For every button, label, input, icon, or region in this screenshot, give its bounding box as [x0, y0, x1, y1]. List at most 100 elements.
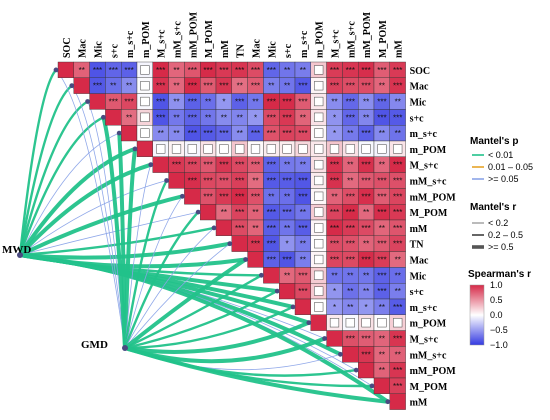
significance-mark: ***	[251, 82, 260, 91]
significance-mark: ***	[203, 129, 212, 138]
significance-mark: ***	[346, 82, 355, 91]
significance-mark: ***	[251, 66, 260, 75]
heatmap-cell	[73, 77, 90, 94]
non-significant-mark	[219, 144, 229, 154]
column-label: mM_POM	[362, 11, 373, 58]
significance-mark: ***	[393, 208, 402, 217]
significance-mark: ***	[203, 82, 212, 91]
mantel-link	[124, 243, 231, 349]
significance-mark: **	[379, 129, 385, 138]
significance-mark: **	[347, 303, 353, 312]
variable-node	[274, 288, 280, 294]
heatmap-cell	[199, 203, 217, 221]
significance-mark: **	[395, 350, 401, 359]
non-significant-mark	[377, 318, 387, 328]
mantel-link	[123, 289, 279, 350]
significance-mark: ***	[361, 177, 370, 186]
significance-mark: ***	[377, 192, 386, 201]
non-significant-mark	[298, 144, 308, 154]
non-significant-mark	[140, 96, 150, 107]
non-significant-mark	[314, 270, 324, 280]
significance-mark: ***	[393, 303, 402, 312]
significance-mark: ***	[377, 287, 386, 296]
column-label: M_s+c	[157, 29, 168, 58]
variable-node	[148, 162, 154, 168]
significance-mark: ***	[361, 335, 370, 344]
variable-node	[338, 351, 343, 357]
column-label: mM_s+c	[173, 21, 184, 58]
significance-mark: ***	[361, 129, 370, 138]
variable-node	[69, 83, 75, 89]
significance-mark: **	[205, 113, 211, 122]
non-significant-mark	[314, 207, 324, 217]
significance-mark: **	[284, 224, 290, 233]
variable-node	[290, 304, 296, 310]
significance-mark: ***	[267, 113, 276, 122]
significance-mark: ***	[124, 66, 133, 75]
column-label: mM_s+c	[346, 21, 357, 58]
column-label: m_s+c	[299, 30, 310, 58]
mantel-link	[18, 100, 89, 257]
variable-node	[322, 336, 327, 341]
significance-mark: **	[300, 161, 306, 170]
significance-mark: ***	[346, 208, 355, 217]
significance-mark: ***	[203, 192, 212, 201]
non-significant-mark	[314, 254, 324, 265]
significance-mark: **	[395, 256, 401, 265]
mantel-link	[123, 346, 390, 404]
row-label: s+c	[410, 113, 425, 124]
mantel-link	[55, 69, 126, 349]
significance-mark: ***	[330, 66, 339, 75]
significance-mark: *	[254, 113, 257, 122]
legend-item: < 0.01	[488, 150, 513, 160]
heatmap-cell	[136, 140, 154, 158]
significance-mark: ***	[267, 98, 276, 107]
mantel-link	[124, 195, 183, 349]
significance-mark: ***	[298, 192, 307, 201]
column-label: m_POM	[315, 21, 326, 58]
significance-mark: **	[173, 113, 179, 122]
legend: Mantel's p < 0.01 0.01 – 0.05 >= 0.05 Mantel…	[468, 136, 533, 350]
significance-mark: **	[173, 129, 179, 138]
mantel-link	[123, 305, 295, 350]
significance-mark: ***	[156, 113, 165, 122]
significance-mark: **	[252, 224, 258, 233]
significance-mark: ***	[188, 66, 197, 75]
mantel-link	[123, 179, 168, 350]
significance-mark: ***	[346, 335, 355, 344]
colorbar-tick-label: 0.0	[490, 310, 503, 320]
significance-mark: **	[126, 82, 132, 91]
column-label: m_POM	[141, 21, 152, 58]
significance-mark: ***	[393, 82, 402, 91]
significance-mark: ***	[219, 161, 228, 170]
source-label: GMD	[81, 339, 108, 351]
significance-mark: ***	[124, 98, 133, 107]
significance-mark: ***	[188, 161, 197, 170]
mantel-link	[124, 227, 215, 349]
mantel-links	[18, 68, 390, 404]
significance-mark: ***	[156, 66, 165, 75]
column-label: mM	[394, 40, 405, 58]
significance-mark: *	[333, 303, 336, 312]
mantel-link	[18, 253, 390, 404]
significance-mark: ***	[377, 271, 386, 280]
non-significant-mark	[314, 144, 324, 154]
significance-mark: ***	[188, 129, 197, 138]
significance-mark: ***	[393, 240, 402, 249]
significance-mark: **	[331, 271, 337, 280]
significance-mark: **	[252, 208, 258, 217]
significance-mark: ***	[330, 240, 339, 249]
row-label: m_s+c	[410, 303, 438, 314]
colorbar-tick-label: 1.0	[490, 280, 503, 290]
significance-mark: ***	[156, 82, 165, 91]
significance-mark: ***	[393, 192, 402, 201]
significance-mark: ***	[282, 129, 291, 138]
significance-mark: ***	[235, 177, 244, 186]
significance-mark: *	[333, 287, 336, 296]
significance-mark: ***	[203, 177, 212, 186]
heatmap-cell	[120, 124, 138, 142]
significance-mark: ***	[361, 192, 370, 201]
row-label: Mic	[410, 271, 427, 282]
significance-mark: ***	[235, 66, 244, 75]
